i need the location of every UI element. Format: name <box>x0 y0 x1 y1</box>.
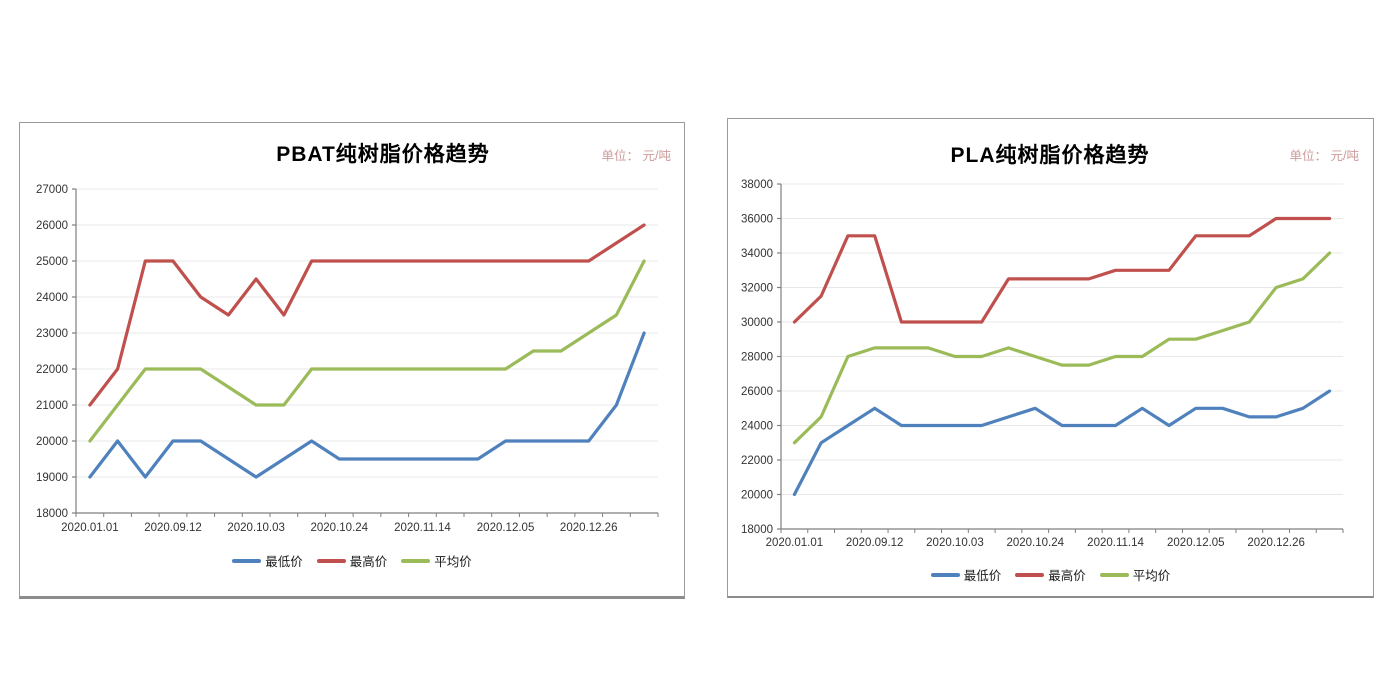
legend-label-low: 最低价 <box>963 569 1002 583</box>
legend-item-avg: 平均价 <box>1099 565 1171 584</box>
legend-label-avg: 平均价 <box>434 555 472 569</box>
legend-item-high: 最高价 <box>316 551 388 570</box>
pbat-price-trend-chart: 18000 19000 20000 21000 22000 23000 24000 25000… <box>36 184 659 534</box>
legend-label-avg: 平均价 <box>1132 569 1171 583</box>
pbat-chart-card: PBAT纯树脂价格趋势 单位： 元/吨 18000 19000 20000 21000… <box>19 122 685 599</box>
pbat-unit-label: 单位： 元/吨 <box>601 149 671 163</box>
svg-text:28000: 28000 <box>741 352 773 364</box>
low-price-line-swatch <box>930 572 960 577</box>
svg-text:23000: 23000 <box>36 328 68 340</box>
svg-text:2020.01.01: 2020.01.01 <box>61 522 119 534</box>
legend-label-high: 最高价 <box>1048 569 1086 583</box>
pla-unit-label: 单位： 元/吨 <box>1289 149 1359 163</box>
svg-text:32000: 32000 <box>741 283 773 295</box>
svg-text:2020.12.26: 2020.12.26 <box>1247 537 1305 549</box>
svg-text:2020.10.24: 2020.10.24 <box>311 522 369 534</box>
svg-text:22000: 22000 <box>741 455 773 467</box>
svg-text:2020.10.24: 2020.10.24 <box>1006 537 1064 549</box>
svg-text:2020.10.03: 2020.10.03 <box>227 522 285 534</box>
pbat-chart-title: PBAT纯树脂价格趋势 <box>276 143 490 166</box>
svg-text:2020.12.05: 2020.12.05 <box>477 522 535 534</box>
svg-text:34000: 34000 <box>741 248 773 260</box>
avg-price-line-swatch <box>401 558 431 563</box>
svg-text:2020.09.12: 2020.09.12 <box>846 537 904 549</box>
pla-legend: 最低价 最高价 平均价 <box>728 565 1373 584</box>
svg-text:25000: 25000 <box>36 256 68 268</box>
legend-item-low: 最低价 <box>232 551 303 570</box>
svg-text:27000: 27000 <box>36 184 68 196</box>
svg-text:36000: 36000 <box>741 214 773 226</box>
pla-price-trend-chart: 18000 20000 22000 24000 26000 28000 30000 32000… <box>741 179 1344 549</box>
svg-text:26000: 26000 <box>741 386 773 398</box>
high-price-line-swatch <box>1015 572 1045 577</box>
legend-item-low: 最低价 <box>930 565 1002 584</box>
svg-text:2020.01.01: 2020.01.01 <box>766 537 824 549</box>
high-price-line-swatch <box>316 558 346 563</box>
svg-text:18000: 18000 <box>36 508 68 520</box>
pla-chart-title: PLA纯树脂价格趋势 <box>950 144 1150 167</box>
svg-text:24000: 24000 <box>36 292 68 304</box>
svg-text:2020.09.12: 2020.09.12 <box>144 522 202 534</box>
svg-text:2020.12.05: 2020.12.05 <box>1167 537 1225 549</box>
svg-text:30000: 30000 <box>741 317 773 329</box>
svg-text:24000: 24000 <box>741 421 773 433</box>
svg-text:2020.10.03: 2020.10.03 <box>926 537 984 549</box>
svg-text:2020.12.26: 2020.12.26 <box>560 522 618 534</box>
legend-item-high: 最高价 <box>1015 565 1086 584</box>
svg-text:38000: 38000 <box>741 179 773 191</box>
low-price-line-swatch <box>232 558 262 563</box>
svg-text:19000: 19000 <box>36 472 68 484</box>
svg-text:2020.11.14: 2020.11.14 <box>394 522 451 534</box>
legend-item-avg: 平均价 <box>401 551 472 570</box>
svg-text:20000: 20000 <box>36 436 68 448</box>
svg-text:20000: 20000 <box>741 490 773 502</box>
legend-label-high: 最高价 <box>349 555 388 569</box>
avg-price-line-swatch <box>1099 572 1129 577</box>
svg-text:22000: 22000 <box>36 364 68 376</box>
svg-text:21000: 21000 <box>36 400 68 412</box>
legend-label-low: 最低价 <box>265 555 303 569</box>
svg-text:2020.11.14: 2020.11.14 <box>1087 537 1144 549</box>
svg-text:26000: 26000 <box>36 220 68 232</box>
pla-chart-card: PLA纯树脂价格趋势 单位： 元/吨 18000 20000 22000 24000 2… <box>727 118 1374 598</box>
pbat-legend: 最低价 最高价 平均价 <box>20 551 684 570</box>
svg-text:18000: 18000 <box>741 524 773 536</box>
